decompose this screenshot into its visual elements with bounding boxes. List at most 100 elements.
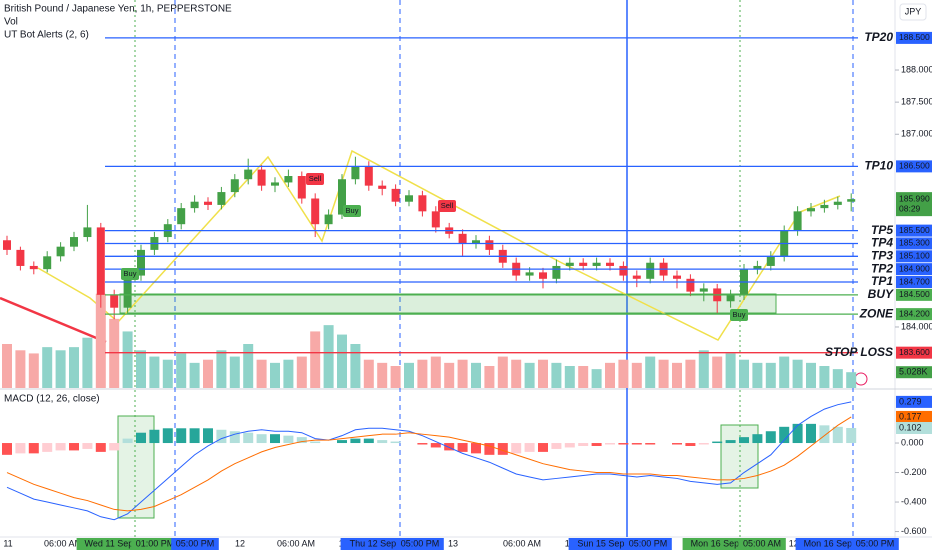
histogram-bar <box>2 443 12 455</box>
candle-body <box>378 185 387 189</box>
histogram-bar <box>591 443 602 446</box>
volume-bar <box>832 369 843 388</box>
volume-bar <box>457 359 468 388</box>
histogram-bar <box>685 443 696 446</box>
currency: JPY <box>905 6 922 16</box>
histogram-bar <box>136 432 146 444</box>
histogram-bar <box>444 443 455 451</box>
highlight-box <box>720 424 759 489</box>
level-axis-label: 183.600 <box>899 347 930 357</box>
candle-body <box>820 204 829 209</box>
volume-bar <box>203 359 213 388</box>
histogram-bar <box>846 427 857 444</box>
histogram-bar <box>739 437 749 444</box>
volume-last-box <box>896 366 932 379</box>
alert-icon[interactable] <box>854 372 868 386</box>
volume-bar <box>698 350 709 388</box>
y-tick-label: -0.400 <box>901 496 927 506</box>
volume-bar <box>390 366 401 388</box>
x-tick-label: 13 <box>448 538 458 548</box>
histogram-bar <box>95 443 106 452</box>
histogram-bar <box>578 443 589 446</box>
volume-bar <box>136 350 146 388</box>
histogram-bar <box>551 443 562 449</box>
histogram-bar <box>752 434 763 444</box>
signal-label: Buy <box>124 269 137 278</box>
histogram-bar <box>162 428 173 444</box>
histogram-bar <box>229 431 240 444</box>
currency-box[interactable] <box>899 3 927 21</box>
histogram-bar <box>256 434 267 444</box>
volume-bar <box>162 359 173 388</box>
candle-body <box>271 182 279 186</box>
candle-body <box>539 272 547 279</box>
candle-body <box>297 176 306 199</box>
volume-bar <box>430 356 441 388</box>
histogram-bar <box>564 443 575 448</box>
time-highlight <box>624 538 672 550</box>
histogram-bar <box>377 440 388 444</box>
x-tick-label: 12 <box>235 538 245 548</box>
histogram-bar <box>511 443 522 454</box>
signal-box <box>343 205 361 217</box>
level-axis-label: 184.900 <box>899 263 930 273</box>
signal-label: Sell <box>441 201 454 210</box>
last-value-label: 0.177 <box>899 411 922 421</box>
histogram-bar <box>484 443 495 455</box>
candle-body <box>485 240 494 250</box>
candle-body <box>351 166 360 180</box>
histogram-bar <box>55 443 66 451</box>
candle-body <box>726 294 735 302</box>
candle-body <box>579 262 588 266</box>
volume-bar <box>591 369 602 388</box>
time-highlight <box>851 538 899 550</box>
volume-bar <box>672 362 682 388</box>
volume-last-label: 5.028K <box>899 367 928 377</box>
volume-bar <box>685 359 696 388</box>
histogram-bar <box>122 438 133 444</box>
last-value-label: 0.102 <box>899 422 922 432</box>
volume-bar <box>578 366 589 388</box>
candle-body <box>29 265 38 270</box>
histogram-bar <box>390 441 401 444</box>
candle-body <box>364 166 373 186</box>
level-axis-box <box>896 237 932 250</box>
volume-bar <box>444 362 455 388</box>
candle-body <box>833 201 842 205</box>
histogram-bar <box>618 443 629 445</box>
volume-bar <box>189 362 200 388</box>
candle-body <box>619 265 628 276</box>
last-value-label: 0.279 <box>899 396 922 406</box>
candle-body <box>16 249 25 266</box>
candle-body <box>137 249 145 276</box>
volume-bar <box>645 356 656 388</box>
volume-bar <box>779 356 790 388</box>
level-name: TP20 <box>864 30 893 44</box>
histogram-bar <box>42 443 53 452</box>
level-name: TP3 <box>871 248 893 262</box>
volume-bar <box>323 325 334 388</box>
signal-box <box>730 309 748 321</box>
candle-body <box>230 179 239 193</box>
candle-body <box>565 262 574 266</box>
candle-body <box>123 275 132 308</box>
volume-bar <box>471 362 481 388</box>
buy-zone <box>119 293 777 314</box>
x-tick-label: Mon 16 Sep '24 <box>691 538 754 548</box>
candle-body <box>190 201 199 209</box>
candle-body <box>70 237 78 247</box>
volume-bar <box>363 359 374 388</box>
histogram-bar <box>672 443 682 445</box>
volume-bar <box>109 318 120 388</box>
indicator-legend: UT Bot Alerts (2, 6) <box>4 30 89 41</box>
histogram-bar <box>189 428 200 444</box>
candle-body <box>96 227 105 295</box>
candle-body <box>3 240 11 250</box>
level-axis-box <box>896 250 932 263</box>
histogram-bar <box>350 438 361 444</box>
volume-bar <box>806 362 816 388</box>
x-tick-label: 06:00 AM <box>44 538 82 548</box>
volume-bar <box>605 362 615 388</box>
